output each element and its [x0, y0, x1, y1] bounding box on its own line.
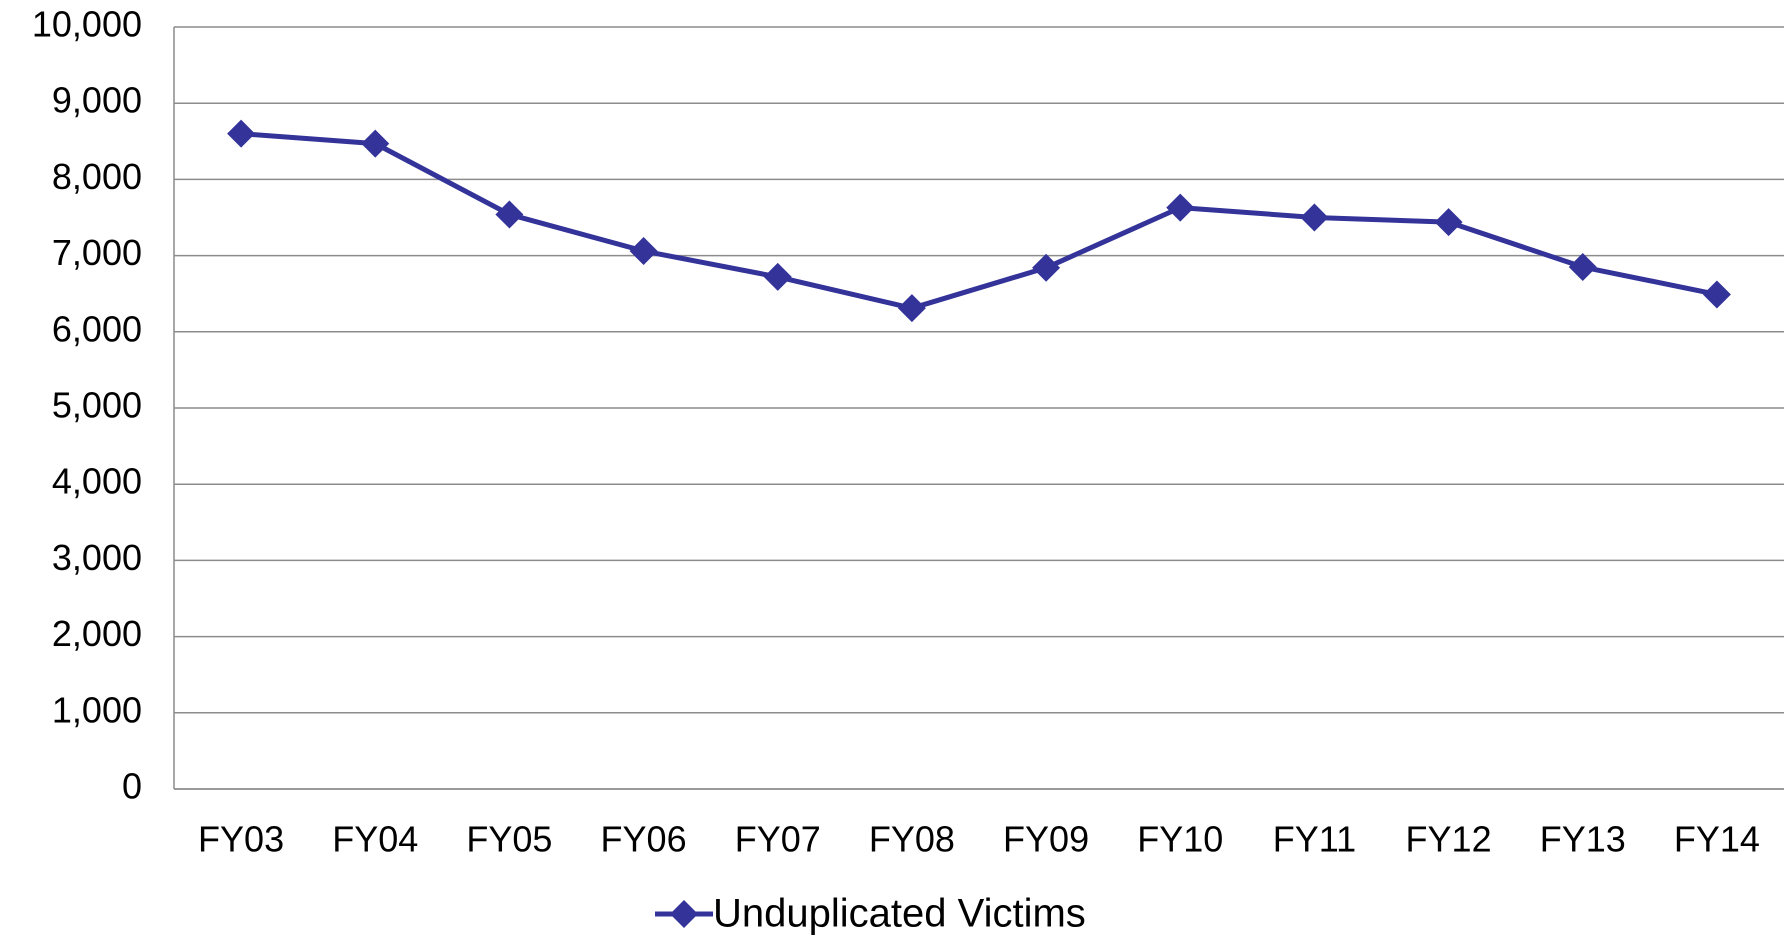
- y-tick-label: 2,000: [52, 613, 142, 654]
- x-tick-label: FY04: [332, 819, 418, 860]
- legend-label: Unduplicated Victims: [713, 892, 1086, 936]
- y-tick-label: 1,000: [52, 689, 142, 730]
- y-tick-label: 10,000: [32, 4, 142, 45]
- data-line: [240, 131, 1718, 311]
- x-tick-label: FY05: [466, 819, 552, 860]
- x-tick-label: FY06: [601, 819, 687, 860]
- y-tick-label: 0: [122, 766, 142, 807]
- data-point: [763, 262, 792, 291]
- x-tick-label: FY07: [735, 819, 821, 860]
- legend-marker: [670, 900, 698, 928]
- data-point: [1434, 208, 1463, 237]
- data-point: [1568, 253, 1597, 282]
- y-tick-label: 6,000: [52, 308, 142, 349]
- y-tick-label: 8,000: [52, 156, 142, 197]
- data-point: [897, 294, 926, 323]
- x-tick-label: FY09: [1003, 819, 1089, 860]
- x-tick-label: FY03: [198, 819, 284, 860]
- x-tick-label: FY11: [1273, 819, 1356, 860]
- y-tick-label: 5,000: [52, 385, 142, 426]
- data-point: [1032, 253, 1061, 282]
- x-tick-label: FY14: [1674, 819, 1760, 860]
- data-point: [361, 129, 390, 158]
- x-tick-label: FY08: [869, 819, 955, 860]
- data-point: [1166, 193, 1195, 222]
- data-point: [495, 200, 524, 229]
- x-tick-label: FY13: [1540, 819, 1626, 860]
- y-tick-label: 3,000: [52, 537, 142, 578]
- x-tick-label: FY12: [1406, 819, 1492, 860]
- data-point: [227, 119, 256, 148]
- y-tick-label: 4,000: [52, 461, 142, 502]
- data-point: [1300, 203, 1329, 232]
- data-point: [1702, 280, 1731, 309]
- y-tick-label: 9,000: [52, 80, 142, 121]
- x-tick-label: FY10: [1137, 819, 1223, 860]
- y-tick-label: 7,000: [52, 232, 142, 273]
- data-point: [629, 237, 658, 266]
